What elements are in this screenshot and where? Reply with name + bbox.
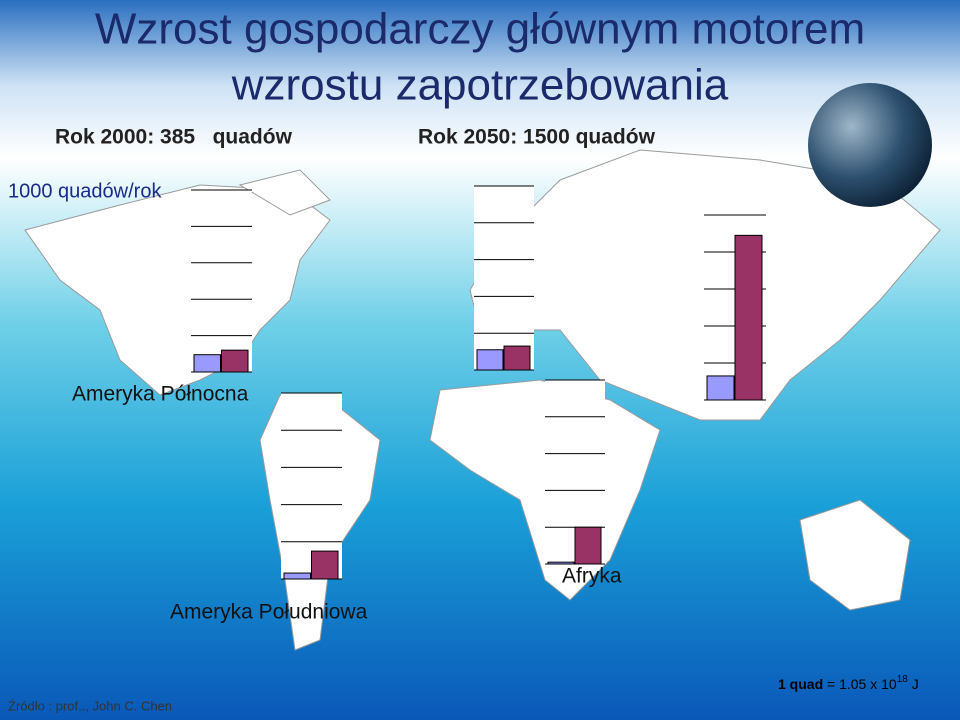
- bar: [311, 550, 339, 580]
- bar: [476, 349, 504, 371]
- year-2000: Rok 2000: 385 quadów: [55, 126, 293, 149]
- region-label: Ameryka Północna: [72, 383, 249, 406]
- plot-area: [281, 393, 342, 579]
- unit-prefix: 1 quad: [778, 676, 823, 692]
- year-2050: Rok 2050: 1500 quadów: [418, 126, 656, 149]
- unit-middle: = 1.05 x 10: [823, 676, 897, 692]
- title-line: wzrostu zapotrzebowania: [231, 61, 729, 110]
- scale-note: 1000 quadów/rok: [8, 180, 162, 202]
- bar: [503, 345, 531, 371]
- unit-note: 1 quad = 1.05 x 1018 J: [778, 674, 919, 692]
- bar: [706, 375, 735, 401]
- title-line: Wzrost gospodarczy głównym motorem: [95, 5, 865, 54]
- bar: [221, 349, 249, 373]
- region-label: Afryka: [562, 565, 622, 588]
- plot-area: [191, 190, 252, 372]
- bar: [547, 561, 575, 565]
- source: Źródło : prof.., John C. Chen: [8, 698, 172, 713]
- region-label: Ameryka Południowa: [170, 601, 368, 624]
- plot-area: [474, 186, 534, 370]
- unit-suffix: J: [908, 676, 919, 692]
- bar: [574, 526, 602, 565]
- bar: [193, 354, 221, 373]
- bar: [734, 234, 763, 401]
- bar: [283, 572, 311, 580]
- globe: [808, 83, 932, 207]
- unit-exponent: 18: [897, 674, 909, 685]
